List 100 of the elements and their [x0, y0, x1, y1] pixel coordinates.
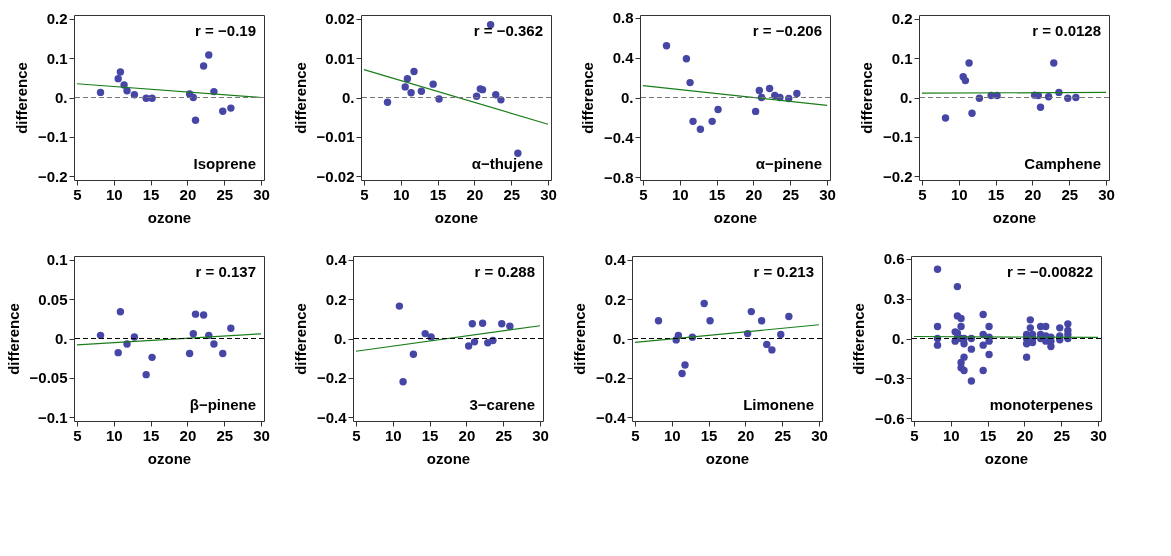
y-tick-label: −0.4 — [603, 128, 635, 146]
y-tick-label: 0. — [891, 330, 905, 347]
annotation: α−pinene — [755, 155, 822, 172]
annotation: 3−carene — [469, 396, 535, 413]
x-tick-label: 5 — [352, 426, 361, 444]
x-axis-title: ozone — [147, 449, 192, 467]
y-tick-label: 0.8 — [612, 9, 634, 27]
x-tick-label: 30 — [253, 185, 270, 203]
y-tick-label: 0.6 — [883, 250, 905, 268]
y-tick-label: 0.01 — [325, 49, 355, 67]
x-tick-label: 30 — [532, 426, 549, 444]
x-tick-label: 15 — [987, 185, 1005, 203]
x-axis-title: ozone — [426, 449, 471, 467]
y-tick-label: −0.2 — [316, 369, 347, 387]
annotation: Limonene — [743, 396, 814, 413]
x-tick-label: 30 — [811, 426, 828, 444]
x-tick-label: 20 — [179, 426, 197, 444]
y-tick-label: 0.1 — [891, 49, 913, 67]
x-axis-title: ozone — [992, 208, 1037, 226]
x-tick-label: 5 — [639, 185, 648, 203]
x-tick-label: 30 — [540, 185, 557, 203]
x-tick-label: 10 — [384, 426, 402, 444]
y-tick-label: 0.4 — [612, 49, 635, 67]
y-tick-label: 0.1 — [46, 251, 68, 269]
x-tick-label: 30 — [819, 185, 836, 203]
y-tick-label: 0. — [341, 89, 355, 106]
x-tick-label: 20 — [179, 185, 197, 203]
x-tick-label: 15 — [979, 426, 997, 444]
x-axis-title: ozone — [713, 208, 758, 226]
x-tick-label: 10 — [663, 426, 681, 444]
x-tick-label: 15 — [700, 426, 718, 444]
x-tick-label: 5 — [360, 185, 369, 203]
y-tick-label: 0.02 — [325, 10, 355, 28]
x-tick-label: 5 — [631, 426, 640, 444]
x-tick-label: 25 — [495, 426, 513, 444]
y-axis-title: difference — [4, 303, 22, 375]
y-tick-label: 0. — [612, 330, 626, 347]
y-tick-label: 0. — [620, 89, 634, 106]
y-axis-title: difference — [291, 303, 309, 375]
annotation: r = 0.0128 — [1032, 22, 1101, 39]
x-tick-label: 15 — [421, 426, 439, 444]
y-tick-label: 0.2 — [891, 10, 913, 28]
annotation: r = 0.137 — [195, 263, 256, 280]
y-tick-label: −0.1 — [37, 128, 68, 146]
x-tick-label: 10 — [105, 426, 123, 444]
x-tick-label: 20 — [1016, 426, 1034, 444]
x-tick-label: 5 — [910, 426, 919, 444]
x-tick-label: 5 — [918, 185, 927, 203]
x-tick-label: 15 — [142, 426, 160, 444]
annotation: r = −0.206 — [752, 22, 822, 39]
annotation: r = −0.00822 — [1007, 263, 1093, 280]
y-tick-label: −0.02 — [316, 167, 355, 185]
x-tick-label: 10 — [105, 185, 123, 203]
y-tick-label: −0.4 — [595, 408, 627, 426]
x-tick-label: 20 — [737, 426, 755, 444]
y-tick-label: 0.1 — [46, 49, 68, 67]
x-tick-label: 25 — [774, 426, 792, 444]
annotation: r = −0.19 — [195, 22, 256, 39]
y-tick-label: −0.8 — [603, 168, 634, 186]
y-tick-label: −0.4 — [316, 408, 348, 426]
annotation: r = 0.213 — [753, 263, 814, 280]
x-tick-label: 5 — [73, 426, 82, 444]
y-axis-title: difference — [570, 303, 588, 375]
x-tick-label: 25 — [1061, 185, 1079, 203]
y-tick-label: −0.2 — [882, 167, 913, 185]
y-tick-label: 0.4 — [604, 251, 627, 269]
x-tick-label: 30 — [253, 426, 270, 444]
x-tick-label: 15 — [142, 185, 160, 203]
x-tick-label: 10 — [942, 426, 960, 444]
y-axis-title: difference — [857, 62, 875, 134]
annotation: Isoprene — [193, 155, 256, 172]
annotation: α−thujene — [471, 155, 543, 172]
y-tick-label: 0. — [899, 89, 913, 106]
x-tick-label: 30 — [1090, 426, 1107, 444]
x-tick-label: 20 — [745, 185, 763, 203]
y-tick-label: 0. — [54, 330, 68, 347]
y-tick-label: 0.3 — [883, 290, 905, 308]
y-tick-label: −0.2 — [37, 167, 68, 185]
annotation: r = 0.288 — [474, 263, 535, 280]
x-tick-label: 10 — [392, 185, 410, 203]
x-tick-label: 25 — [216, 426, 234, 444]
y-tick-label: −0.6 — [874, 409, 905, 427]
x-tick-label: 20 — [458, 426, 476, 444]
x-tick-label: 25 — [216, 185, 234, 203]
y-tick-label: 0.2 — [604, 290, 626, 308]
x-tick-label: 25 — [503, 185, 521, 203]
annotation: monoterpenes — [989, 396, 1093, 413]
y-tick-label: −0.2 — [595, 369, 626, 387]
x-axis-title: ozone — [434, 208, 479, 226]
y-tick-label: 0.4 — [325, 251, 348, 269]
x-tick-label: 5 — [73, 185, 82, 203]
x-tick-label: 15 — [429, 185, 447, 203]
y-tick-label: −0.1 — [882, 128, 913, 146]
x-tick-label: 10 — [671, 185, 689, 203]
y-tick-label: −0.01 — [316, 128, 355, 146]
x-tick-label: 15 — [708, 185, 726, 203]
x-tick-label: 10 — [950, 185, 968, 203]
annotation: β−pinene — [189, 396, 256, 413]
y-tick-label: −0.1 — [37, 408, 68, 426]
x-tick-label: 20 — [466, 185, 484, 203]
